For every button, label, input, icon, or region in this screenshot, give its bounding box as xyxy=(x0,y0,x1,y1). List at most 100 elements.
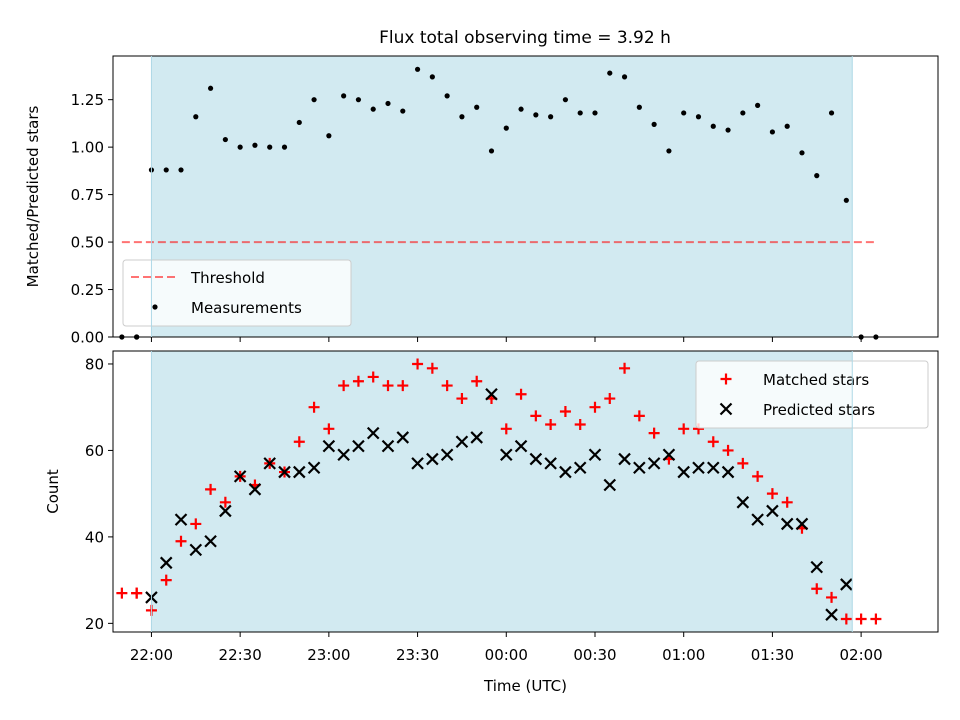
matched-star-point xyxy=(382,380,394,392)
matched-star-point xyxy=(619,362,631,374)
matched-star-point xyxy=(397,380,409,392)
predicted-star-point xyxy=(529,452,543,466)
measurement-point xyxy=(755,102,761,108)
predicted-star-point xyxy=(514,439,528,453)
measurement-point xyxy=(710,123,716,129)
predicted-star-point xyxy=(647,457,661,470)
y-tick-label: 80 xyxy=(85,355,104,373)
measurement-point xyxy=(459,114,465,120)
measurement-point xyxy=(385,100,391,107)
predicted-star-point xyxy=(219,504,232,518)
predicted-star-point xyxy=(263,457,276,470)
ratio-legend: Threshold Measurements xyxy=(122,259,352,327)
ratio-panel: 0.00 0.25 0.50 0.75 1.00 1.25 Matched/Predict… xyxy=(24,55,939,347)
y-tick-label: 0.00 xyxy=(71,329,104,347)
matched-star-point xyxy=(574,418,586,430)
predicted-star-point xyxy=(293,465,306,479)
matched-star-point xyxy=(219,496,231,508)
legend-matched-swatch xyxy=(720,373,732,385)
measurement-point xyxy=(370,106,376,112)
predicted-star-point xyxy=(706,461,720,475)
y-tick-label: 0.75 xyxy=(71,186,104,204)
predicted-star-point xyxy=(470,431,483,444)
measurement-point xyxy=(518,106,524,112)
count-x-axis-label: Time (UTC) xyxy=(483,677,567,695)
matched-star-point xyxy=(205,483,217,495)
predicted-star-point xyxy=(174,513,188,526)
predicted-star-point xyxy=(603,478,617,492)
measurement-point xyxy=(326,133,332,139)
predicted-star-point xyxy=(795,517,809,531)
x-tick-label: 22:30 xyxy=(219,646,262,664)
matched-star-point xyxy=(426,362,438,374)
measurement-point xyxy=(193,114,199,120)
measurement-point xyxy=(311,97,317,103)
y-tick-label: 60 xyxy=(85,442,104,460)
measurement-point xyxy=(828,110,835,116)
measurement-point xyxy=(621,74,628,80)
matched-star-point xyxy=(737,457,749,469)
count-series xyxy=(116,358,882,625)
x-tick-label: 01:00 xyxy=(662,646,705,664)
ratio-x-axis-ticks xyxy=(150,337,862,342)
matched-star-point xyxy=(589,401,601,413)
measurement-point xyxy=(562,97,569,103)
matched-star-point xyxy=(855,613,867,625)
measurement-point xyxy=(725,127,731,133)
predicted-star-point xyxy=(573,461,587,475)
measurement-point xyxy=(784,123,790,129)
x-tick-label: 00:00 xyxy=(485,646,528,664)
matched-star-point xyxy=(441,380,453,392)
x-tick-label: 22:00 xyxy=(130,646,173,664)
matched-star-point xyxy=(116,587,128,599)
matched-star-point xyxy=(515,388,527,400)
predicted-star-point xyxy=(618,452,631,466)
x-tick-label: 00:30 xyxy=(573,646,616,664)
legend-box xyxy=(122,259,352,327)
measurement-point xyxy=(843,197,849,203)
predicted-star-point xyxy=(248,483,262,496)
measurement-point xyxy=(769,129,776,135)
ratio-y-axis-label: Matched/Predicted stars xyxy=(24,106,42,288)
y-tick-label: 1.25 xyxy=(71,91,104,109)
measurement-point xyxy=(267,144,273,150)
predicted-star-point xyxy=(159,556,173,570)
x-tick-label: 23:00 xyxy=(307,646,350,664)
predicted-star-point xyxy=(544,457,557,470)
predicted-star-point xyxy=(440,448,454,462)
predicted-star-point xyxy=(381,439,395,453)
predicted-star-point xyxy=(337,448,350,462)
predicted-star-point xyxy=(411,457,424,470)
x-tick-label: 23:30 xyxy=(396,646,439,664)
matched-star-point xyxy=(338,380,350,392)
chart-title: Flux total observing time = 3.92 h xyxy=(379,28,671,48)
predicted-star-point xyxy=(692,461,705,475)
measurement-point xyxy=(400,108,406,114)
predicted-star-point xyxy=(721,465,735,479)
measurement-point xyxy=(814,173,820,179)
y-tick-label: 0.25 xyxy=(71,281,104,299)
matched-star-point xyxy=(766,488,778,500)
measurement-point xyxy=(548,114,554,120)
matched-star-point xyxy=(752,470,764,482)
y-tick-label: 20 xyxy=(85,615,104,633)
count-y-axis-ticks: 20 40 60 80 xyxy=(85,355,113,633)
legend-predicted-label: Predicted stars xyxy=(763,401,875,419)
legend-measurements-swatch xyxy=(152,304,158,310)
predicted-star-point xyxy=(455,435,469,449)
matched-star-point xyxy=(175,535,187,547)
predicted-star-point xyxy=(189,543,203,557)
matched-star-point xyxy=(648,427,660,439)
predicted-star-point xyxy=(352,439,365,453)
measurement-point xyxy=(740,110,746,116)
y-tick-label: 0.50 xyxy=(71,234,104,252)
predicted-star-point xyxy=(485,387,498,401)
measurement-point xyxy=(237,144,243,150)
measurement-point xyxy=(429,74,435,80)
matched-star-point xyxy=(530,410,542,422)
matched-star-point xyxy=(456,393,468,405)
y-tick-label: 1.00 xyxy=(71,139,104,157)
matched-star-point xyxy=(412,358,424,370)
measurement-point xyxy=(503,125,509,131)
measurement-point xyxy=(355,97,362,103)
